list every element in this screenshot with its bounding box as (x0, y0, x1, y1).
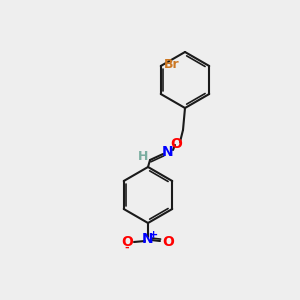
Text: O: O (170, 137, 182, 151)
Text: H: H (138, 149, 148, 163)
Text: O: O (162, 235, 174, 249)
Text: O: O (121, 235, 133, 249)
Text: N: N (142, 232, 154, 246)
Text: -: - (125, 243, 129, 253)
Text: +: + (148, 230, 158, 240)
Text: N: N (162, 145, 174, 159)
Text: Br: Br (164, 58, 179, 70)
